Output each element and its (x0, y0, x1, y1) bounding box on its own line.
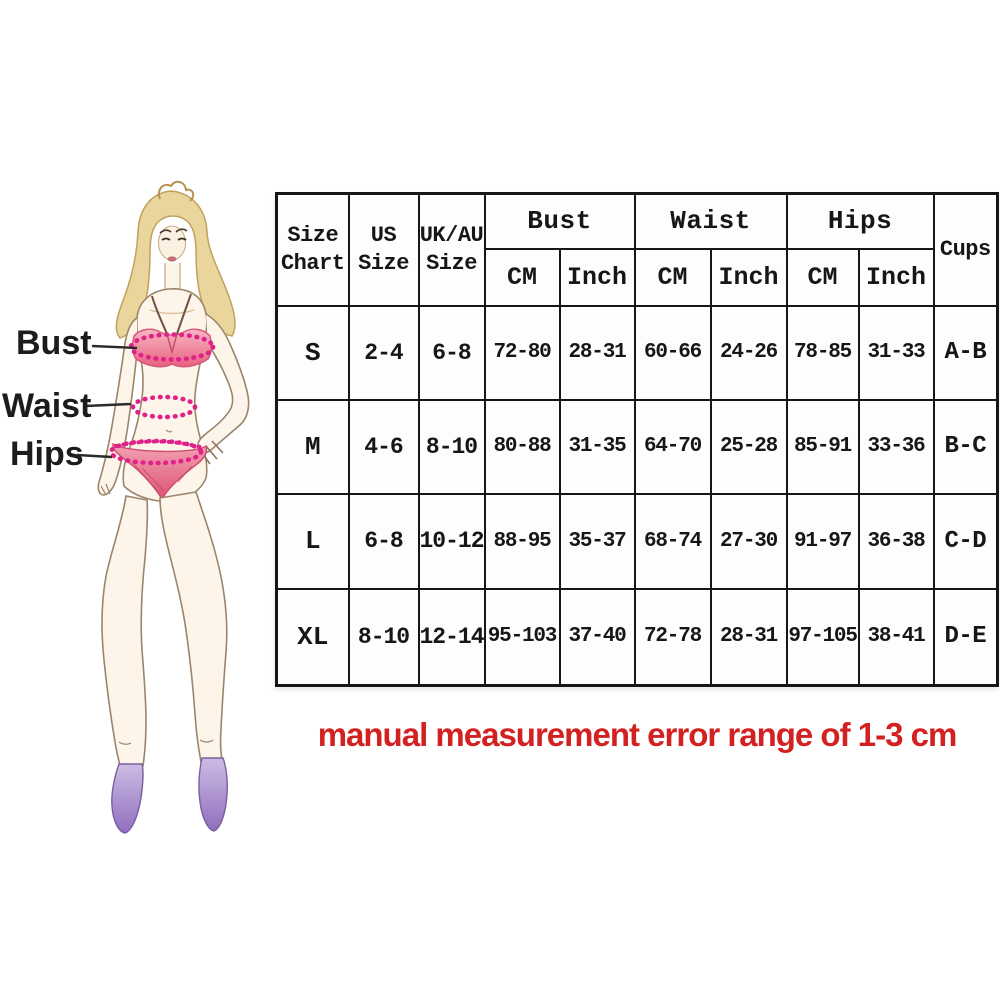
ankle-left-line (118, 741, 132, 745)
bikini-top-center-line (166, 333, 178, 355)
waist-label: Waist (2, 387, 92, 425)
cell-uk-au-size: 8-10 (417, 398, 486, 495)
header-hips-cm: CM (785, 247, 860, 307)
hips-pointer-line (76, 453, 113, 459)
bust-label: Bust (16, 324, 92, 362)
table-header-row-2: CM Inch CM Inch CM Inch (277, 247, 998, 307)
cell-hips-inch: 38-41 (857, 587, 935, 687)
table-header-row-1: Size Chart US Size UK/AU Size Bust Waist… (275, 192, 999, 307)
waist-measure-ellipse (130, 394, 198, 420)
leg-right (159, 491, 228, 763)
hips-dotted-arc (114, 439, 206, 450)
cell-bust-cm: 95-103 (483, 587, 561, 687)
header-size-chart: Size Chart (275, 192, 350, 307)
cell-us-size: 4-6 (347, 398, 420, 495)
measurement-note: manual measurement error range of 1-3 cm (317, 716, 958, 753)
bust-pointer-line (91, 344, 138, 350)
header-bust-cm: CM (483, 247, 561, 307)
eye-right (177, 237, 187, 241)
shoe-right (198, 757, 228, 832)
header-waist-cm: CM (633, 247, 712, 307)
collarbone-line (149, 309, 195, 315)
cell-us-size: 6-8 (347, 492, 420, 590)
ankle-right-line (199, 739, 214, 743)
cell-us-size: 8-10 (347, 587, 420, 687)
table-row: XL 8-10 12-14 95-103 37-40 72-78 28-31 9… (275, 587, 999, 687)
header-hips-inch: Inch (857, 247, 935, 307)
cell-hips-cm: 91-97 (785, 492, 860, 590)
table-row: S 2-4 6-8 72-80 28-31 60-66 24-26 78-85 … (275, 304, 999, 401)
leg-left (101, 495, 149, 769)
cell-size: S (275, 304, 350, 401)
cell-bust-inch: 35-37 (558, 492, 636, 590)
cell-hips-cm: 85-91 (785, 398, 860, 495)
cell-uk-au-size: 10-12 (417, 492, 486, 590)
header-uk-au-size: UK/AU Size (417, 192, 486, 307)
cell-waist-inch: 28-31 (709, 587, 788, 687)
eyebrow-left (159, 229, 172, 234)
cell-cups: A-B (932, 304, 999, 401)
hand-left (100, 483, 111, 496)
header-waist: Waist (633, 192, 788, 250)
cell-bust-inch: 31-35 (558, 398, 636, 495)
cell-size: L (275, 492, 350, 590)
table-row: M 4-6 8-10 80-88 31-35 64-70 25-28 85-91… (275, 398, 999, 495)
cell-size: XL (275, 587, 350, 687)
bikini-strap-left (151, 295, 168, 335)
cell-uk-au-size: 12-14 (417, 587, 486, 687)
cell-uk-au-size: 6-8 (417, 304, 486, 401)
header-waist-inch: Inch (709, 247, 788, 307)
size-chart-table: Size Chart US Size UK/AU Size Bust Waist… (275, 192, 1000, 687)
cell-bust-cm: 72-80 (483, 304, 561, 401)
table-row: L 6-8 10-12 88-95 35-37 68-74 27-30 91-9… (275, 492, 999, 590)
cell-waist-cm: 72-78 (633, 587, 712, 687)
lips (167, 256, 177, 262)
cell-bust-cm: 88-95 (483, 492, 561, 590)
header-bust-inch: Inch (558, 247, 636, 307)
cell-us-size: 2-4 (347, 304, 420, 401)
shoe-left (111, 763, 144, 834)
cell-waist-cm: 60-66 (633, 304, 712, 401)
header-bust: Bust (483, 192, 636, 250)
cell-cups: B-C (932, 398, 999, 495)
navel-mark (165, 429, 173, 433)
hair-bun-icon (158, 180, 195, 202)
cell-bust-cm: 80-88 (483, 398, 561, 495)
cell-waist-cm: 64-70 (633, 398, 712, 495)
cell-waist-cm: 68-74 (633, 492, 712, 590)
cell-waist-inch: 25-28 (709, 398, 788, 495)
bikini-strap-right (176, 293, 192, 335)
cell-waist-inch: 27-30 (709, 492, 788, 590)
cell-hips-inch: 36-38 (857, 492, 935, 590)
figure-illustration (76, 180, 250, 834)
header-us-size: US Size (347, 192, 420, 307)
eyebrow-right (175, 228, 188, 233)
eye-left (161, 237, 171, 241)
cell-hips-cm: 97-105 (785, 587, 860, 687)
cell-bust-inch: 28-31 (558, 304, 636, 401)
cell-hips-inch: 33-36 (857, 398, 935, 495)
header-cups: Cups (932, 192, 999, 307)
cell-size: M (275, 398, 350, 495)
waist-pointer-line (84, 402, 132, 408)
cell-cups: C-D (932, 492, 999, 590)
cell-hips-inch: 31-33 (857, 304, 935, 401)
cell-bust-inch: 37-40 (558, 587, 636, 687)
cell-hips-cm: 78-85 (785, 304, 860, 401)
arm-left (97, 317, 138, 496)
hips-label: Hips (10, 435, 84, 473)
cell-cups: D-E (932, 587, 999, 687)
hair (115, 190, 236, 339)
cell-waist-inch: 24-26 (709, 304, 788, 401)
bikini-bottom-shading (131, 461, 193, 493)
header-hips: Hips (785, 192, 935, 250)
